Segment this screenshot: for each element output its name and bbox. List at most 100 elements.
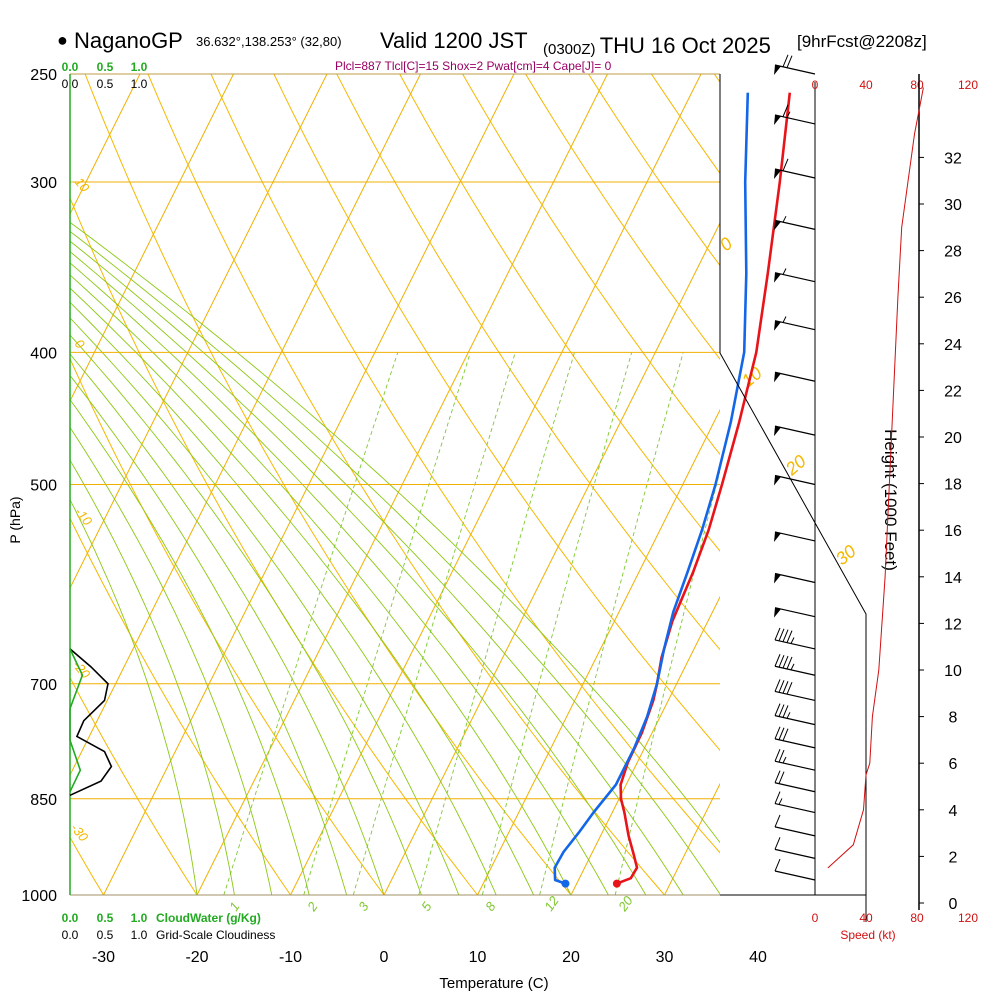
mixing-ratio-label: 2 bbox=[304, 899, 321, 915]
temperature-tick-label: -20 bbox=[185, 949, 208, 966]
wind-barb bbox=[774, 268, 816, 283]
dry-adiabat-label: -10 bbox=[72, 504, 96, 529]
mixing-ratio-label: 20 bbox=[615, 893, 637, 915]
wind-barb-staff bbox=[774, 715, 816, 726]
stability-indices: Plcl=887 Tlcl[C]=15 Shox=2 Pwat[cm]=4 Ca… bbox=[335, 59, 612, 73]
wind-barb-feather bbox=[778, 654, 785, 668]
wind-barb bbox=[774, 770, 816, 793]
height-tick-label: 8 bbox=[949, 710, 958, 727]
wind-barb-feather bbox=[778, 749, 785, 763]
dry-adiabat-line bbox=[70, 357, 385, 895]
wind-barb-staff bbox=[774, 607, 816, 618]
height-tick-label: 14 bbox=[944, 570, 962, 587]
wind-barb-staff bbox=[774, 665, 816, 676]
height-tick-label: 28 bbox=[944, 244, 962, 261]
speed-tick-bottom: 40 bbox=[859, 911, 873, 925]
wind-barb-staff bbox=[774, 760, 816, 771]
wind-barb-feather bbox=[782, 681, 789, 694]
isotherm-line bbox=[70, 74, 234, 403]
diagram-lines bbox=[70, 50, 1000, 924]
dry-adiabat-line bbox=[822, 50, 1000, 924]
pressure-axis-label: P (hPa) bbox=[7, 496, 23, 543]
speed-tick-bottom: 0 bbox=[812, 911, 819, 925]
wind-barb bbox=[774, 679, 816, 702]
wind-speed-profile bbox=[827, 87, 924, 869]
pressure-tick-label: 300 bbox=[30, 175, 57, 192]
wind-barb bbox=[774, 572, 816, 584]
top-cloudwater-tick: 0.0 bbox=[62, 60, 79, 74]
dry-adiabat-label: 0 bbox=[72, 336, 89, 352]
wind-barb-staff bbox=[774, 870, 816, 881]
mixing-ratio-label: 8 bbox=[482, 899, 499, 914]
moist-adiabat-label: 0 bbox=[716, 233, 737, 255]
wind-barb-flag bbox=[774, 114, 781, 125]
mixing-ratio-label: 12 bbox=[541, 893, 562, 914]
height-tick-label: 22 bbox=[944, 383, 962, 400]
height-tick-label: 20 bbox=[944, 430, 962, 447]
wind-barb bbox=[774, 316, 816, 331]
bottom-cloudiness-tick: 0.5 bbox=[97, 928, 114, 942]
speed-tick-top: 80 bbox=[910, 78, 924, 92]
dry-adiabat-line bbox=[399, 74, 720, 552]
moist-adiabat-line bbox=[70, 221, 720, 844]
wind-barb bbox=[774, 158, 816, 180]
dry-adiabat-line bbox=[760, 50, 1000, 924]
dry-adiabat-line bbox=[525, 74, 720, 360]
wind-barb-feather bbox=[786, 630, 793, 643]
mixing-ratio-label: 5 bbox=[418, 899, 435, 914]
wind-barb-feather bbox=[774, 858, 781, 872]
wind-barb-half-feather bbox=[790, 637, 795, 644]
moist-adiabat-line bbox=[70, 274, 572, 895]
wind-barb-staff bbox=[774, 848, 816, 859]
top-cloudiness-tick: 0.5 bbox=[97, 77, 114, 91]
forecast-info: [9hrFcst@2208z] bbox=[797, 32, 927, 51]
wind-barb-feather bbox=[778, 680, 785, 693]
dry-adiabat-line bbox=[147, 74, 666, 895]
wind-barb bbox=[774, 425, 816, 437]
wind-barb-feather bbox=[774, 654, 781, 667]
mixing-ratio-line bbox=[418, 352, 575, 895]
dry-adiabat-line bbox=[884, 50, 1000, 924]
height-axis-frame bbox=[719, 74, 867, 922]
wind-barb-staff bbox=[774, 272, 816, 283]
wind-barb-staff bbox=[774, 782, 816, 793]
wind-barb-feather bbox=[782, 728, 789, 741]
moist-adiabat-label: 20 bbox=[781, 451, 810, 480]
moist-adiabat-line bbox=[70, 426, 273, 895]
bottom-cloudwater-tick: 0.5 bbox=[97, 911, 114, 925]
dry-adiabat-line bbox=[336, 74, 720, 651]
height-tick-label: 2 bbox=[949, 849, 958, 866]
temperature-tick-label: 10 bbox=[469, 949, 487, 966]
wind-barb-staff bbox=[774, 64, 816, 75]
station-dot-icon: ● bbox=[57, 30, 68, 50]
cloudiness-profile bbox=[69, 648, 113, 797]
moist-adiabat-line bbox=[70, 251, 647, 895]
wind-barb-feather bbox=[782, 655, 789, 669]
pressure-tick-label: 250 bbox=[30, 67, 57, 84]
dry-adiabat-line bbox=[70, 676, 198, 895]
moist-adiabat-line bbox=[70, 353, 385, 895]
speed-tick-top: 0 bbox=[812, 78, 819, 92]
wind-barb-feather bbox=[774, 679, 781, 692]
temperature-tick-label: 30 bbox=[656, 949, 674, 966]
temperature-tick-label: 40 bbox=[749, 949, 767, 966]
wind-barb bbox=[774, 791, 816, 814]
station-name: ● NaganoGP bbox=[57, 28, 183, 54]
height-axis-label: Height (1000 Feet) bbox=[881, 429, 900, 571]
wind-barb bbox=[774, 215, 816, 231]
bottom-cloudiness-tick: 0.0 bbox=[62, 928, 79, 942]
wind-barb-staff bbox=[774, 572, 816, 584]
wind-barb-half-feather bbox=[782, 756, 787, 764]
wind-barb-feather bbox=[774, 791, 781, 804]
height-tick-label: 10 bbox=[944, 663, 962, 680]
moist-adiabat-label: 30 bbox=[832, 541, 860, 569]
station-coords: 36.632°,138.253° (32,80) bbox=[196, 34, 342, 49]
height-tick-label: 32 bbox=[944, 150, 962, 167]
bottom-cloudwater-tick: 1.0 bbox=[131, 911, 148, 925]
wind-barb-flag bbox=[774, 220, 781, 231]
valid-utc-value: (0300Z) bbox=[543, 41, 596, 58]
isotherm-line bbox=[70, 74, 141, 216]
dry-adiabat-line bbox=[462, 74, 720, 456]
valid-date: THU 16 Oct 2025 bbox=[599, 33, 771, 58]
